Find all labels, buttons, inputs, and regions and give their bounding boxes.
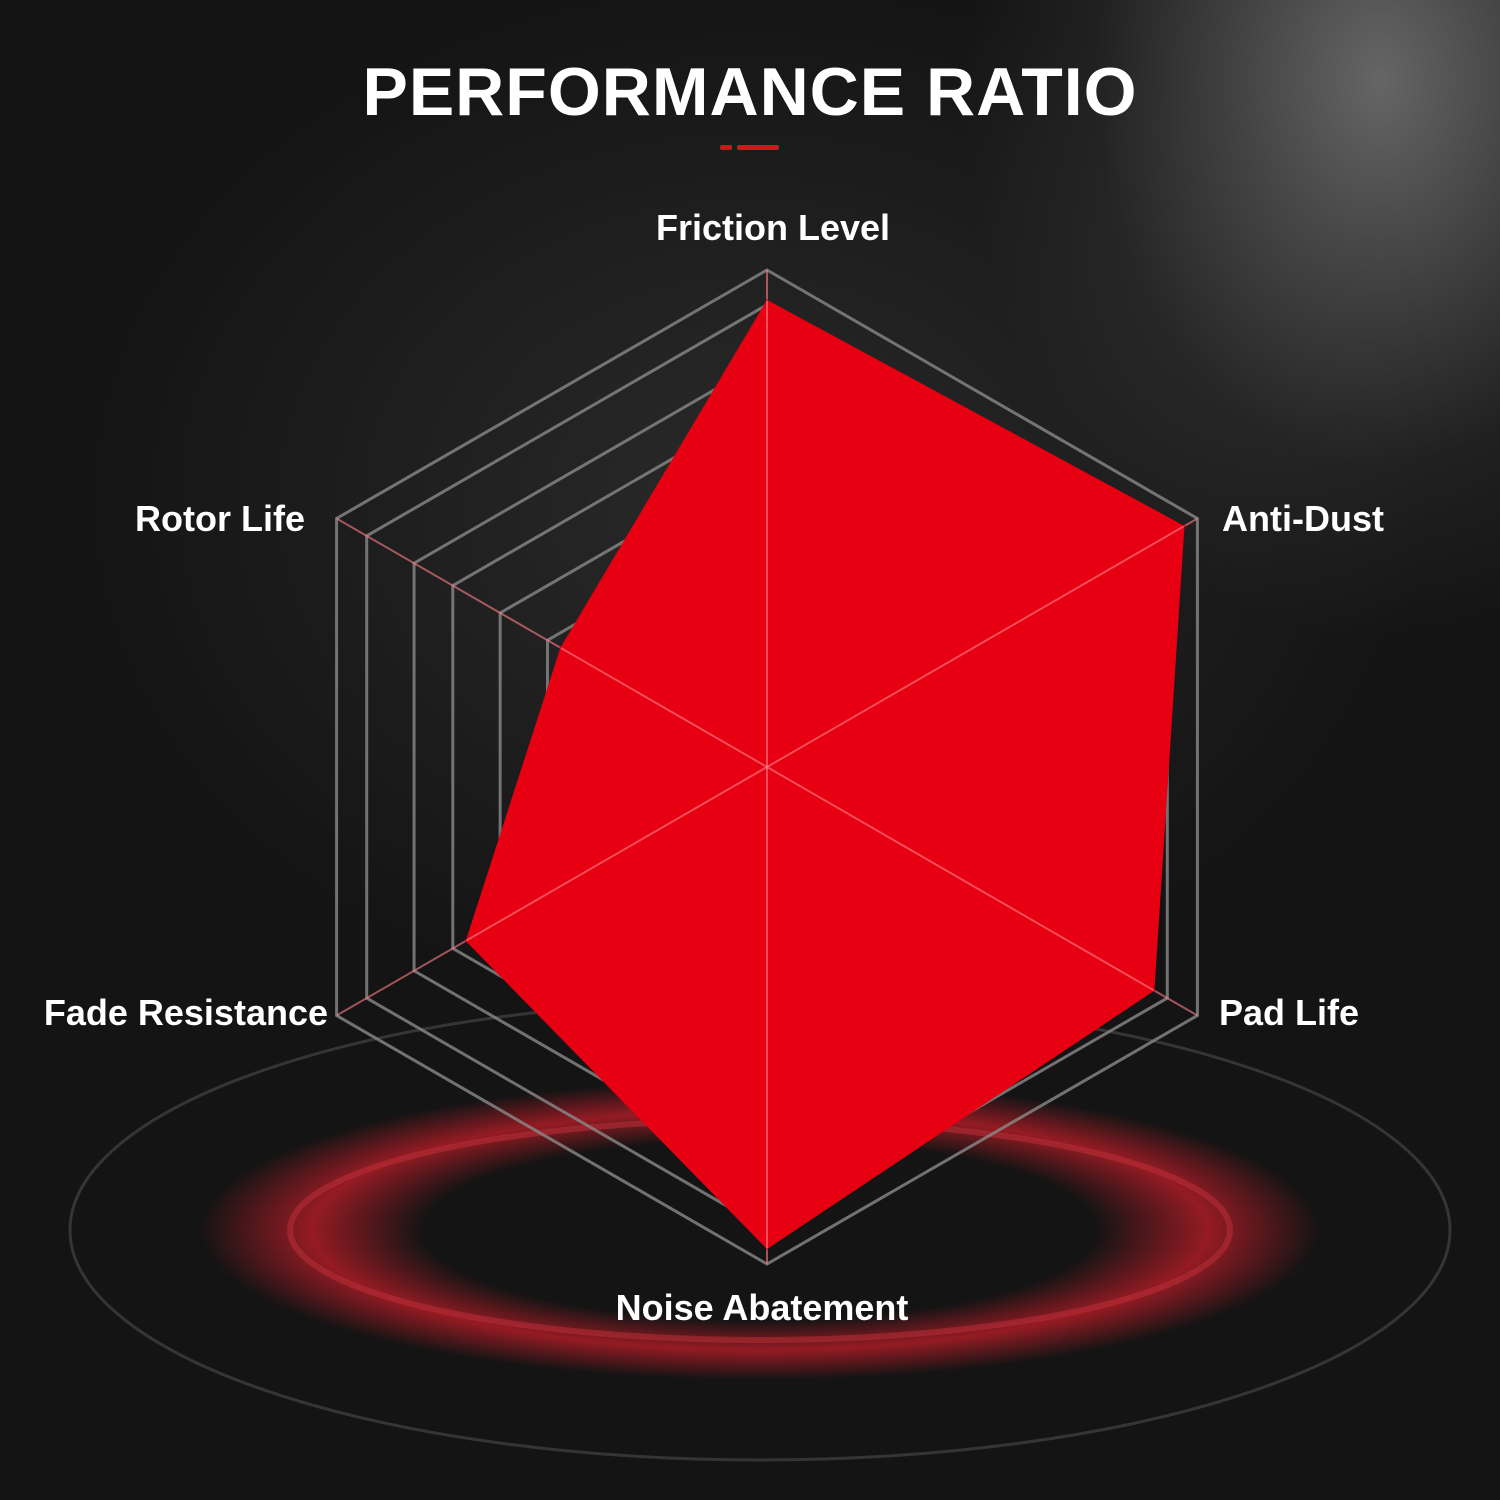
data-polygon — [465, 299, 1185, 1250]
spoke-pad-life — [766, 766, 1198, 1017]
axis-label-pad-life: Pad Life — [1219, 992, 1359, 1033]
axis-label-friction-level: Friction Level — [656, 207, 890, 248]
data-point-noise-abatement — [766, 1248, 768, 1251]
axis-label-anti-dust: Anti-Dust — [1222, 498, 1384, 539]
chart-title: PERFORMANCE RATIO — [362, 54, 1137, 130]
axis-label-rotor-life: Rotor Life — [135, 498, 305, 539]
spoke-rotor-life — [336, 517, 768, 768]
axis-label-fade-resistance: Fade Resistance — [44, 992, 328, 1033]
data-point-pad-life — [1153, 989, 1156, 992]
radar-spokes — [336, 270, 1198, 1264]
data-point-rotor-life — [559, 646, 562, 649]
data-point-anti-dust — [1183, 524, 1186, 527]
data-point-friction-level — [766, 298, 768, 301]
title-underline — [720, 145, 779, 150]
spoke-fade-resistance — [336, 766, 768, 1017]
axis-label-noise-abatement: Noise Abatement — [616, 1287, 909, 1328]
data-point-fade-resistance — [464, 939, 467, 942]
spoke-anti-dust — [766, 517, 1198, 768]
